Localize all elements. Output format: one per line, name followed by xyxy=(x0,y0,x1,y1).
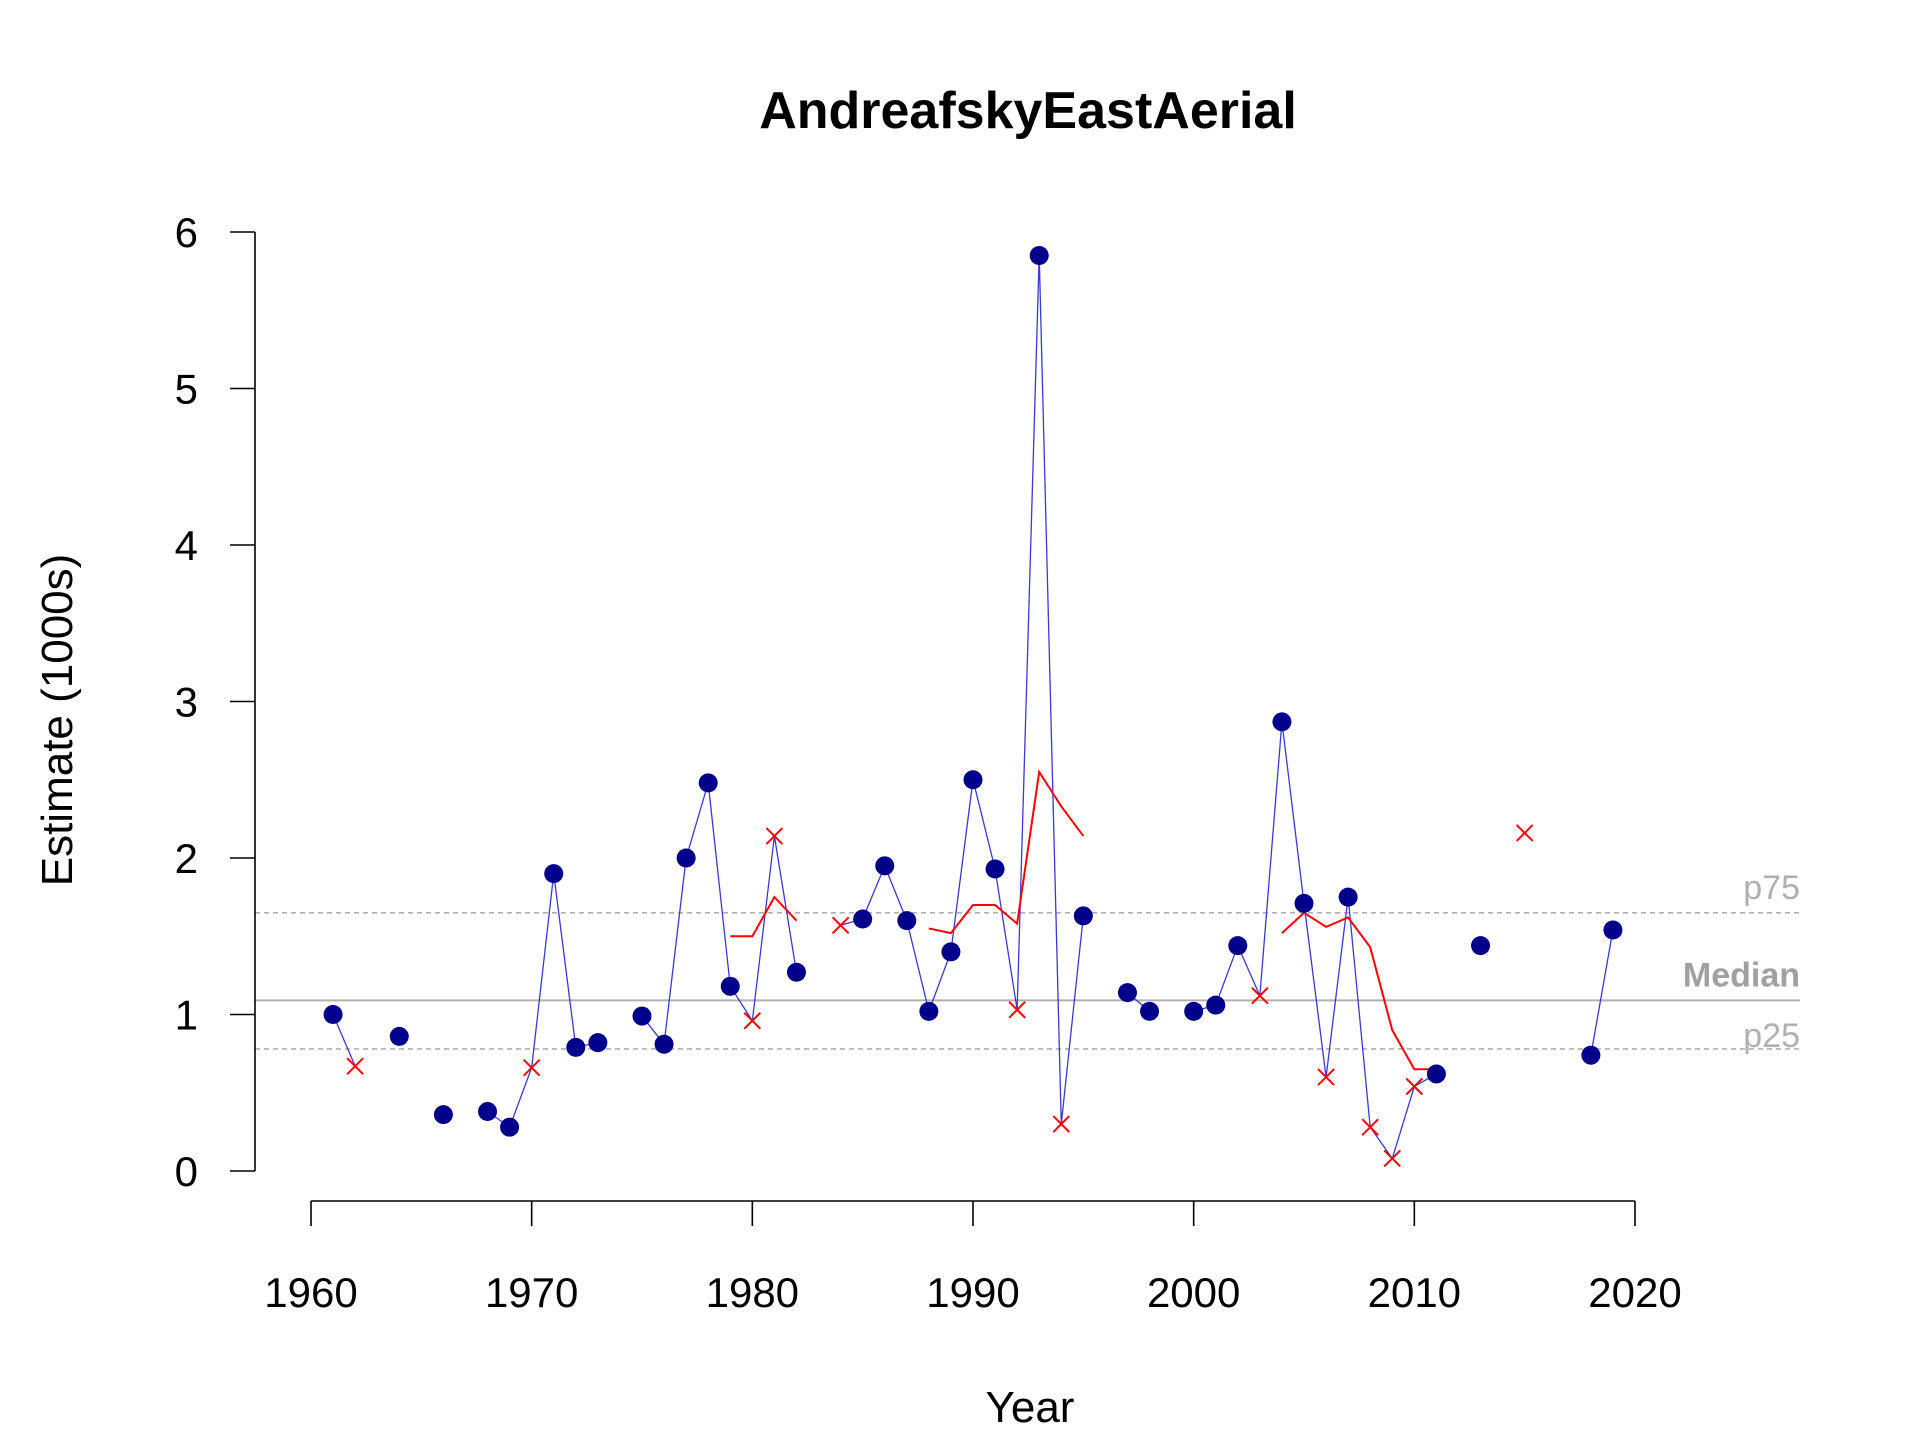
estimated-point-stroke xyxy=(743,1012,762,1030)
estimated-point-stroke xyxy=(1008,1001,1026,1019)
observed-point xyxy=(1272,712,1292,732)
y-tick-label: 1 xyxy=(175,992,198,1039)
estimated-point-stroke xyxy=(1052,1115,1070,1133)
observed-point xyxy=(941,942,961,962)
estimated-point-stroke xyxy=(831,916,850,935)
x-tick-label: 2000 xyxy=(1147,1269,1240,1316)
estimated-point-stroke xyxy=(522,1059,541,1077)
observed-point xyxy=(720,976,740,996)
estimated-point-stroke xyxy=(1383,1149,1401,1168)
observed-point xyxy=(433,1105,453,1125)
y-tick-label: 3 xyxy=(175,679,198,726)
observed-point xyxy=(588,1033,608,1053)
estimated-point xyxy=(743,1012,762,1030)
x-tick-label: 2020 xyxy=(1588,1269,1681,1316)
observed-point xyxy=(875,856,895,876)
observed-point xyxy=(323,1005,343,1024)
estimated-point xyxy=(1052,1115,1070,1133)
series-connectors xyxy=(332,255,1614,1160)
observed-point xyxy=(1184,1001,1204,1021)
observed-point xyxy=(544,864,564,884)
estimated-point xyxy=(1361,1118,1379,1136)
estimated-point xyxy=(1515,824,1534,842)
axes: 0 1 2 3 4 5 6 1960 1970 1980 1990 2000 2010 2020 xyxy=(175,209,1682,1316)
estimated-point-stroke xyxy=(1405,1077,1424,1096)
x-tick-label: 1990 xyxy=(926,1269,1019,1316)
observed-point xyxy=(786,962,806,982)
observed-point xyxy=(1426,1064,1446,1084)
x-axis-label: Year xyxy=(986,1383,1075,1432)
observed-point xyxy=(500,1117,520,1137)
observed-point xyxy=(478,1102,498,1122)
series-connector xyxy=(1590,929,1614,1056)
estimated-point xyxy=(765,827,784,845)
observed-point xyxy=(1029,245,1049,265)
smooth-lines xyxy=(730,769,1437,1071)
estimated-point xyxy=(1405,1077,1424,1096)
x-tick-label: 1970 xyxy=(485,1269,578,1316)
observed-point xyxy=(897,911,917,931)
series-connector xyxy=(840,255,1084,1125)
y-axis-label: Estimate (1000s) xyxy=(33,554,82,887)
observed-point xyxy=(676,848,696,868)
x-tick-label: 1980 xyxy=(706,1269,799,1316)
reference-lines: p75 Median p25 xyxy=(255,869,1800,1055)
estimated-point-stroke xyxy=(1515,824,1534,842)
data-points xyxy=(323,245,1623,1168)
reference-label-p25: p25 xyxy=(1743,1017,1800,1055)
estimated-point-stroke xyxy=(1251,987,1269,1005)
observed-point xyxy=(389,1026,409,1046)
observed-point xyxy=(1581,1045,1601,1065)
reference-label-median: Median xyxy=(1683,956,1800,994)
estimated-point xyxy=(831,916,850,935)
series-connector xyxy=(641,782,798,1046)
observed-point xyxy=(1294,893,1314,913)
smooth-line xyxy=(1281,911,1437,1071)
observed-point xyxy=(1228,936,1248,956)
chart-title: AndreafskyEastAerial xyxy=(759,82,1297,140)
observed-point xyxy=(853,909,873,929)
y-tick-label: 5 xyxy=(175,366,198,413)
estimated-point xyxy=(346,1057,364,1075)
observed-point xyxy=(698,773,718,793)
observed-point xyxy=(1471,936,1491,956)
estimated-point-stroke xyxy=(1361,1118,1379,1136)
observed-point xyxy=(919,1001,939,1021)
observed-point xyxy=(1603,920,1623,940)
y-tick-label: 0 xyxy=(175,1148,198,1195)
estimated-point-stroke xyxy=(1317,1068,1335,1086)
x-tick-label: 1960 xyxy=(264,1269,357,1316)
series-connector xyxy=(1193,721,1437,1160)
y-tick-label: 4 xyxy=(175,522,198,569)
smooth-line xyxy=(928,769,1085,935)
y-tick-label: 2 xyxy=(175,835,198,882)
observed-point xyxy=(566,1037,586,1057)
x-tick-label: 2010 xyxy=(1368,1269,1461,1316)
observed-point xyxy=(963,770,983,790)
smooth-line xyxy=(730,895,798,938)
observed-point xyxy=(632,1006,652,1026)
estimated-point-stroke xyxy=(765,827,784,845)
observed-point xyxy=(654,1034,674,1054)
observed-point xyxy=(1338,887,1358,907)
estimated-point xyxy=(1251,987,1269,1005)
observed-point xyxy=(1117,983,1137,1003)
observed-point xyxy=(1206,995,1226,1015)
observed-point xyxy=(985,859,1005,879)
estimated-point xyxy=(522,1059,541,1077)
estimated-point xyxy=(1383,1149,1401,1168)
observed-point xyxy=(1140,1001,1160,1021)
estimated-point xyxy=(1317,1068,1335,1086)
estimated-point xyxy=(1008,1001,1026,1019)
y-tick-label: 6 xyxy=(175,209,198,256)
reference-label-p75: p75 xyxy=(1743,869,1800,907)
observed-point xyxy=(1073,906,1093,926)
estimated-point-stroke xyxy=(346,1057,364,1075)
